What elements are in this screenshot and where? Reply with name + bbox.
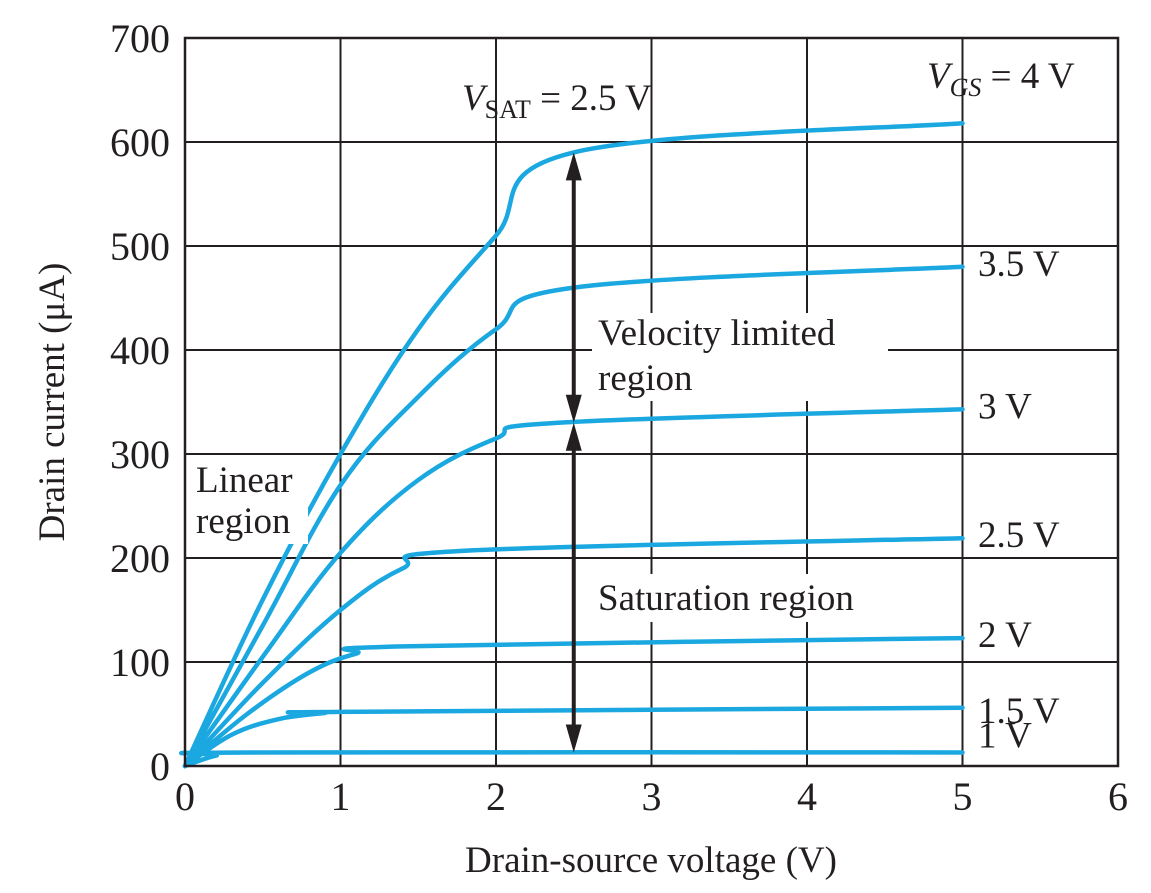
series-curve bbox=[182, 635, 965, 769]
series-curve bbox=[182, 705, 965, 769]
arrow-head-up bbox=[565, 422, 582, 451]
linear-region-line2: region bbox=[196, 501, 291, 542]
x-axis-title: Drain-source voltage (V) bbox=[465, 840, 837, 881]
x-tick-label: 4 bbox=[797, 774, 817, 819]
plot-frame bbox=[183, 36, 1120, 768]
y-tick-label: 700 bbox=[110, 16, 170, 61]
vgs-label-sub: GS bbox=[950, 73, 982, 102]
y-tick-label: 0 bbox=[150, 744, 170, 789]
vsat-label: VSAT = 2.5 V bbox=[462, 78, 652, 124]
series-curve bbox=[179, 749, 965, 769]
saturation-region-label: Saturation region bbox=[598, 578, 854, 619]
velocity-region-line1: Velocity limited bbox=[598, 313, 836, 354]
arrow-head-down bbox=[565, 724, 582, 753]
series-curve bbox=[182, 121, 965, 769]
vsat-label-rest: = 2.5 V bbox=[531, 78, 652, 119]
y-tick-label: 500 bbox=[110, 224, 170, 269]
series-curve bbox=[182, 535, 965, 769]
velocity-label-bg bbox=[592, 313, 888, 401]
x-tick-label: 1 bbox=[331, 774, 351, 819]
velocity-region-line2: region bbox=[598, 358, 693, 399]
arrow-head-up bbox=[565, 152, 582, 181]
series-end-label: 3.5 V bbox=[978, 244, 1060, 285]
vsat-label-sub: SAT bbox=[485, 95, 531, 124]
vgs-label: VGS = 4 V bbox=[927, 56, 1075, 102]
series-end-label: 2.5 V bbox=[978, 515, 1060, 556]
vgs-label-v: V bbox=[927, 56, 954, 97]
x-tick-label: 2 bbox=[486, 774, 506, 819]
series-end-label: 1.5 V bbox=[978, 691, 1060, 732]
series-curve bbox=[182, 407, 965, 769]
arrow-head-down bbox=[565, 394, 582, 423]
tick-labels: 0 1 2 3 4 5 6 0 100 200 300 400 500 600 700 bbox=[110, 16, 1128, 819]
y-tick-label: 300 bbox=[110, 432, 170, 477]
vsat-label-v: V bbox=[462, 78, 489, 119]
x-tick-label: 6 bbox=[1108, 774, 1128, 819]
y-axis-title: Drain current (μA) bbox=[32, 263, 73, 542]
saturation-label-bg bbox=[592, 574, 900, 622]
linear-label-bg bbox=[190, 460, 308, 544]
x-tick-label: 5 bbox=[953, 774, 973, 819]
x-tick-label: 3 bbox=[642, 774, 662, 819]
curves bbox=[179, 121, 965, 769]
series-end-label: 2 V bbox=[978, 615, 1032, 656]
y-tick-label: 200 bbox=[110, 536, 170, 581]
series-curve bbox=[182, 264, 965, 769]
arrows bbox=[565, 152, 582, 753]
series-end-label: 3 V bbox=[978, 386, 1032, 427]
y-tick-label: 600 bbox=[110, 120, 170, 165]
linear-region-line1: Linear bbox=[196, 460, 293, 501]
series-end-label: 1 V bbox=[978, 715, 1032, 756]
y-tick-label: 400 bbox=[110, 328, 170, 373]
y-tick-label: 100 bbox=[110, 640, 170, 685]
x-tick-label: 0 bbox=[175, 774, 195, 819]
vgs-label-rest: = 4 V bbox=[981, 56, 1074, 97]
series-labels: 1 V1.5 V 2 V 2.5 V 3 V 3.5 V bbox=[978, 244, 1060, 757]
